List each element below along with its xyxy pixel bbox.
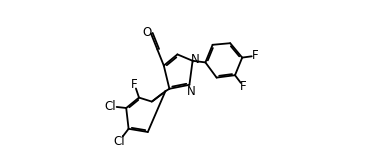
Text: O: O [142, 25, 152, 39]
Text: Cl: Cl [105, 100, 116, 113]
Text: N: N [187, 85, 195, 98]
Text: F: F [131, 78, 138, 91]
Text: Cl: Cl [113, 135, 125, 148]
Text: N: N [191, 53, 200, 66]
Text: F: F [240, 80, 246, 93]
Text: F: F [253, 49, 259, 62]
